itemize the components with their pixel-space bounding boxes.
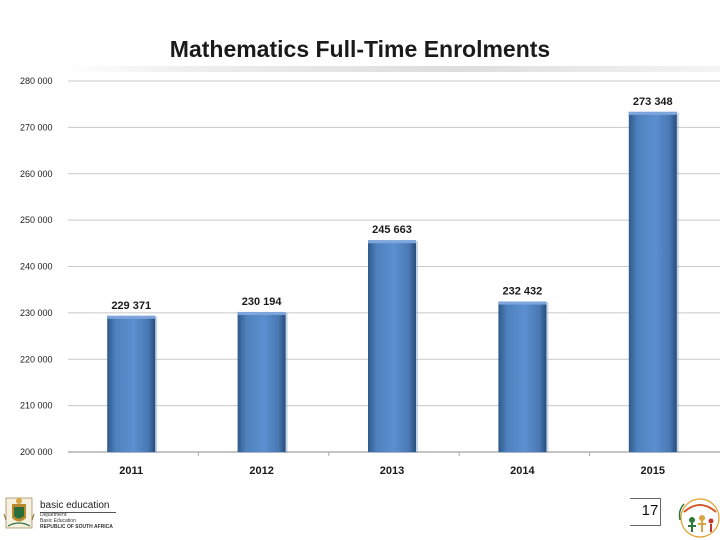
y-axis-ticks: 200 000 210 000 220 000 230 000 240 000 250 0… [20, 76, 53, 457]
bar [368, 240, 416, 452]
x-tick-label: 2013 [380, 465, 404, 477]
y-tick-label: 220 000 [20, 354, 53, 364]
x-tick-label: 2014 [510, 465, 535, 477]
x-tick-label: 2015 [641, 465, 665, 477]
data-label: 232 432 [503, 286, 543, 298]
data-label: 245 663 [372, 224, 412, 236]
y-tick-label: 230 000 [20, 308, 53, 318]
slide-title: Mathematics Full-Time Enrolments [169, 36, 551, 62]
department-divider [40, 512, 116, 513]
department-name: basic education [40, 500, 110, 511]
coat-of-arms-icon [3, 497, 35, 529]
bar-top-highlight [237, 311, 286, 315]
x-axis-ticks: 2011 2012 2013 2014 2015 [119, 465, 665, 477]
department-line: Department: [40, 512, 68, 518]
y-tick-label: 260 000 [20, 169, 53, 179]
title-divider [60, 66, 720, 72]
department-line: Basic Education [40, 518, 76, 524]
y-tick-label: 280 000 [20, 76, 53, 86]
department-lines: Department: Basic Education REPUBLIC OF … [40, 512, 113, 530]
x-tick-label: 2012 [249, 465, 273, 477]
bar [237, 311, 286, 452]
data-labels: 229 371 230 194 245 663 232 432 273 348 [111, 96, 672, 312]
bar-top-highlight [107, 315, 156, 319]
page-number-frame [630, 498, 661, 526]
bar-top-highlight [368, 240, 416, 244]
y-tick-label: 270 000 [20, 122, 53, 132]
department-line: REPUBLIC OF SOUTH AFRICA [40, 524, 113, 530]
y-tick-label: 210 000 [20, 401, 53, 411]
y-tick-label: 250 000 [20, 215, 53, 225]
bar-chart: 200 000 210 000 220 000 230 000 240 000 250 0… [20, 76, 720, 477]
page-number: 17 [641, 502, 659, 519]
data-label: 230 194 [242, 296, 283, 308]
bars [107, 111, 679, 454]
data-label: 229 371 [111, 300, 151, 312]
anniversary-badge-icon [678, 498, 720, 538]
bar-top-highlight [498, 301, 547, 305]
x-tick-label: 2011 [119, 465, 143, 477]
bar-top-highlight [628, 111, 677, 115]
data-label: 273 348 [633, 96, 673, 108]
bar [498, 301, 547, 452]
bar [107, 315, 156, 452]
y-tick-label: 200 000 [20, 447, 53, 457]
y-tick-label: 240 000 [20, 262, 53, 272]
bar [628, 111, 677, 453]
